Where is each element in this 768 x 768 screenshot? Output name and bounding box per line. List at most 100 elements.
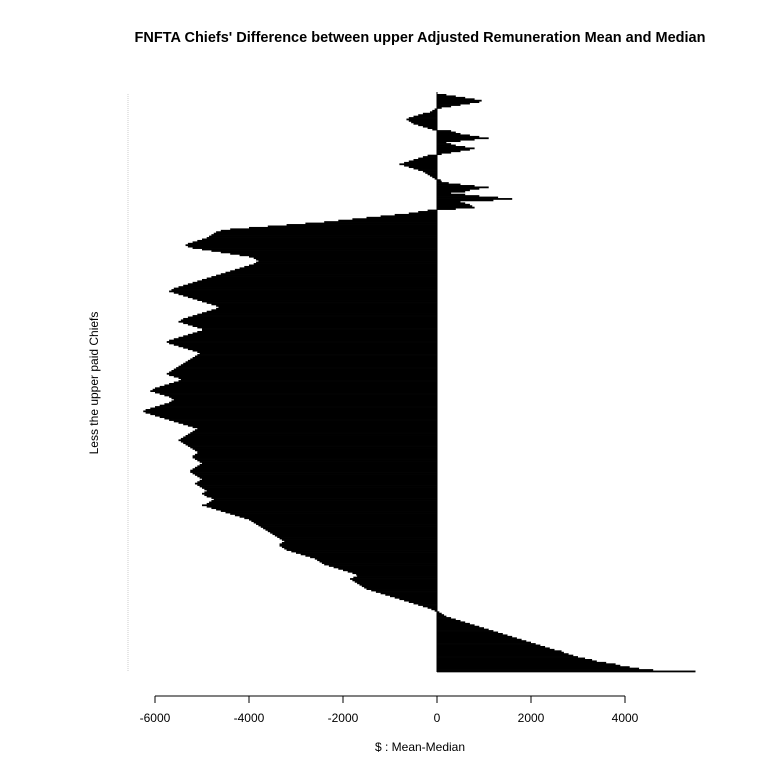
- bar: [230, 513, 437, 515]
- bar: [404, 599, 437, 602]
- bar: [199, 463, 437, 466]
- bar: [192, 426, 437, 429]
- bar: [206, 237, 437, 239]
- bar: [429, 111, 437, 114]
- bar: [437, 144, 456, 147]
- bar: [437, 198, 513, 200]
- bar: [413, 159, 437, 161]
- bar: [187, 242, 437, 245]
- bar: [305, 554, 437, 557]
- bar: [197, 354, 437, 356]
- bar: [437, 180, 442, 183]
- bar: [202, 312, 437, 314]
- bar: [418, 124, 437, 127]
- bar: [361, 585, 437, 588]
- bar: [413, 115, 437, 118]
- bar: [437, 645, 546, 648]
- bar: [173, 343, 438, 346]
- bar: [159, 385, 437, 388]
- bar: [211, 303, 437, 306]
- bar: [437, 98, 475, 101]
- bar: [427, 154, 437, 157]
- bar: [169, 290, 437, 293]
- bar: [413, 167, 437, 170]
- bar: [427, 127, 437, 130]
- bar: [230, 228, 437, 231]
- bar: [437, 621, 466, 624]
- bar: [418, 157, 437, 160]
- bar: [437, 135, 480, 138]
- bar: [296, 552, 437, 554]
- bar: [164, 384, 437, 387]
- bar: [380, 592, 437, 595]
- bar: [197, 475, 437, 478]
- bar: [413, 602, 437, 605]
- bar: [145, 411, 437, 414]
- bar: [249, 264, 437, 267]
- bar: [338, 219, 437, 222]
- bar: [427, 606, 437, 609]
- bar: [437, 670, 696, 673]
- bar: [371, 589, 437, 592]
- bar: [202, 504, 437, 507]
- bar: [408, 117, 437, 119]
- bar: [159, 404, 437, 407]
- bar: [187, 359, 437, 362]
- bar: [347, 570, 437, 573]
- bar: [437, 94, 447, 96]
- bar: [197, 313, 437, 316]
- bar: [437, 647, 550, 650]
- bar: [437, 148, 470, 151]
- bar: [437, 624, 475, 627]
- bar: [418, 114, 437, 117]
- bar: [180, 319, 437, 322]
- bar: [213, 232, 437, 235]
- bar: [199, 485, 437, 488]
- bar: [183, 436, 437, 439]
- bar: [399, 598, 437, 601]
- bar: [437, 102, 470, 105]
- bar: [197, 481, 437, 484]
- bar: [321, 562, 437, 564]
- bar: [408, 120, 437, 122]
- bar: [225, 271, 437, 274]
- bar: [263, 527, 437, 530]
- bar: [359, 583, 437, 586]
- bar: [194, 449, 437, 452]
- bar: [437, 153, 442, 156]
- bar: [155, 387, 437, 390]
- bar: [178, 293, 437, 296]
- bar: [437, 134, 470, 137]
- bar: [204, 491, 437, 494]
- bar: [145, 409, 437, 411]
- bar: [437, 666, 630, 669]
- bar: [314, 557, 437, 560]
- bar: [206, 505, 437, 508]
- bar: [413, 122, 437, 125]
- bar: [437, 179, 441, 182]
- bar: [197, 299, 437, 301]
- bar: [406, 118, 437, 121]
- y-axis-label: Less the upper paid Chiefs: [87, 312, 101, 455]
- bar: [185, 443, 437, 446]
- bar: [244, 517, 437, 520]
- bar: [216, 231, 437, 234]
- bar: [437, 650, 562, 653]
- bar: [437, 189, 470, 192]
- bar: [169, 401, 437, 404]
- bar: [437, 130, 452, 132]
- bar: [380, 215, 437, 218]
- bar: [187, 445, 437, 447]
- bar: [197, 465, 437, 468]
- bar: [333, 566, 437, 569]
- bar: [437, 206, 475, 209]
- bar: [319, 560, 437, 563]
- bar: [437, 131, 456, 134]
- bar: [437, 141, 447, 144]
- bar: [418, 169, 437, 171]
- bar: [418, 211, 437, 213]
- bar: [281, 546, 437, 549]
- bar: [437, 200, 461, 203]
- x-tick-label: 0: [434, 711, 441, 725]
- bar: [178, 422, 437, 424]
